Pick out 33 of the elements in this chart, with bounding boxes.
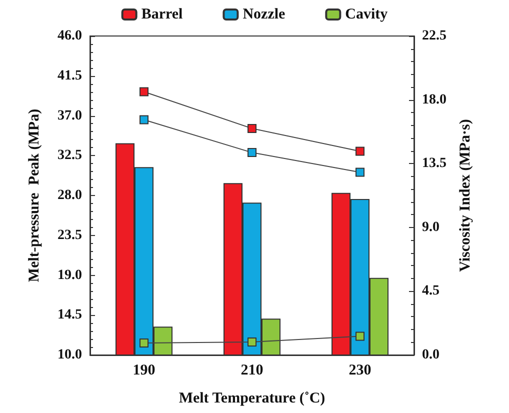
y2-tick-label: 0.0 xyxy=(422,348,440,362)
x-axis-title: Melt Temperature (˚C) xyxy=(178,390,326,406)
point xyxy=(140,338,148,348)
y-tick-label: 28.0 xyxy=(58,188,82,203)
y2-tick-label: 13.5 xyxy=(422,156,446,172)
y-tick-label: 46.0 xyxy=(58,28,82,44)
legend-label: Nozzle xyxy=(242,6,286,22)
x-tick-label: 190 xyxy=(132,362,156,378)
point xyxy=(248,124,256,133)
x-tick-label: 210 xyxy=(240,362,264,378)
y-tick-label: 19.0 xyxy=(58,268,82,283)
point xyxy=(248,148,256,158)
point xyxy=(356,168,364,177)
y2-tick-label: 4.5 xyxy=(422,284,440,299)
legend-label: Cavity xyxy=(345,6,388,22)
y-axis-title: Melt-pressure Peak (MPa) xyxy=(26,108,42,282)
point xyxy=(248,337,256,346)
y-tick-label: 14.5 xyxy=(58,308,82,323)
y-tick-label: 10.0 xyxy=(58,348,82,362)
y2-tick-label: 18.0 xyxy=(422,92,446,108)
x-tick-label: 230 xyxy=(348,362,372,378)
point xyxy=(140,115,148,124)
y-tick-label: 41.5 xyxy=(58,68,82,84)
y-tick-label: 37.0 xyxy=(58,108,82,124)
y-tick-label: 23.5 xyxy=(58,228,82,243)
point xyxy=(356,146,364,156)
point xyxy=(356,332,364,341)
y2-tick-label: 22.5 xyxy=(422,28,446,44)
y-tick-label: 32.5 xyxy=(58,148,82,164)
y2-axis-title: Viscosity Index (MPa·s) xyxy=(458,119,474,272)
legend-label: Barrel xyxy=(141,6,183,22)
y2-tick-label: 9.0 xyxy=(422,220,440,235)
point xyxy=(140,87,148,96)
